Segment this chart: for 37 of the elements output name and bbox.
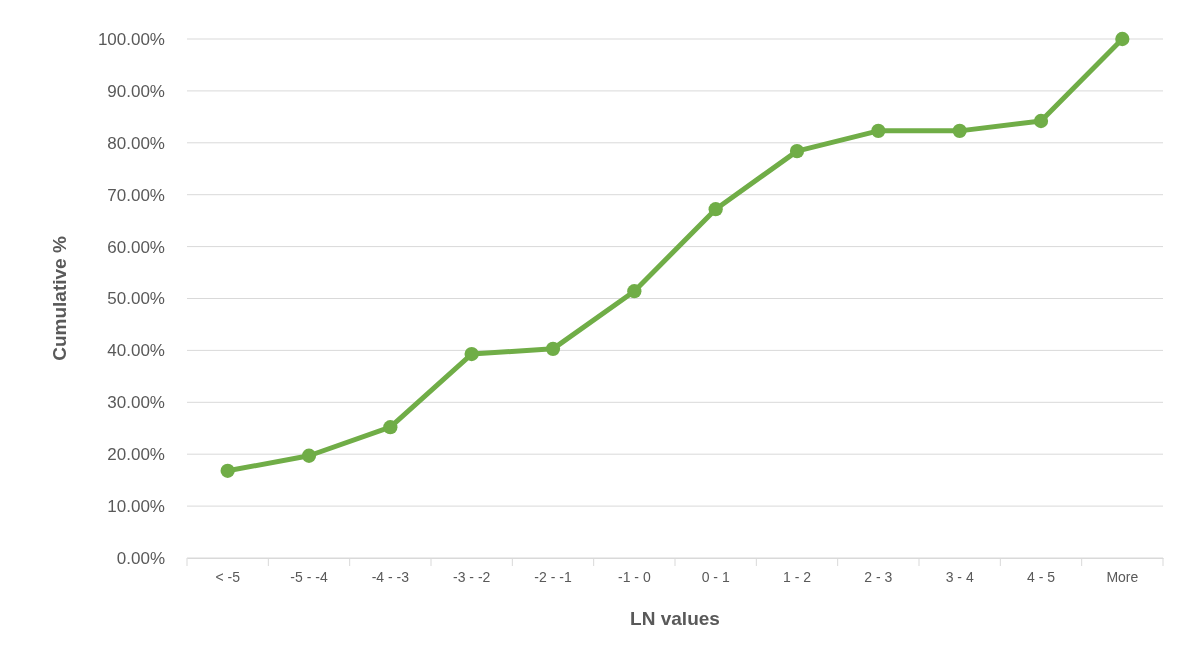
y-tick-label: 10.00% <box>107 497 165 517</box>
x-tick-label: -2 - -1 <box>534 568 572 585</box>
x-tick-label: 1 - 2 <box>782 568 812 585</box>
y-tick-label: 80.00% <box>107 133 165 153</box>
x-tick-label: -3 - -2 <box>452 568 491 585</box>
y-tick-label: 0.00% <box>116 548 165 568</box>
y-tick-label: 60.00% <box>107 237 165 257</box>
y-tick-label: 70.00% <box>107 185 165 205</box>
x-tick-label: < -5 <box>215 568 241 585</box>
x-tick-label: 2 - 3 <box>864 568 893 585</box>
x-tick-label: 3 - 4 <box>945 568 974 585</box>
point <box>708 202 723 217</box>
y-tick-label: 30.00% <box>107 393 165 413</box>
point <box>545 341 561 356</box>
point <box>383 420 398 435</box>
y-axis-title: Cumulative % <box>49 236 70 361</box>
point <box>952 123 967 138</box>
point <box>301 448 317 463</box>
point <box>220 463 235 478</box>
y-tick-label: 50.00% <box>107 289 165 309</box>
x-tick-label: 0 - 1 <box>701 568 730 585</box>
x-tick-label: -4 - -3 <box>371 568 410 585</box>
point <box>1033 113 1049 129</box>
x-tick-label: -5 - -4 <box>290 568 328 585</box>
point <box>871 123 886 138</box>
point <box>1115 31 1130 47</box>
point <box>789 143 805 159</box>
y-tick-label: 100.00% <box>97 29 165 49</box>
point <box>627 284 642 299</box>
point <box>464 346 479 362</box>
y-tick-label: 40.00% <box>107 341 165 361</box>
y-tick-label: 20.00% <box>107 445 165 465</box>
x-tick-label: More <box>1106 568 1139 585</box>
y-tick-label: 90.00% <box>107 81 165 101</box>
x-tick-label: -1 - 0 <box>617 568 651 585</box>
x-tick-label: 4 - 5 <box>1026 568 1056 585</box>
x-axis-title: LN values <box>630 608 720 629</box>
